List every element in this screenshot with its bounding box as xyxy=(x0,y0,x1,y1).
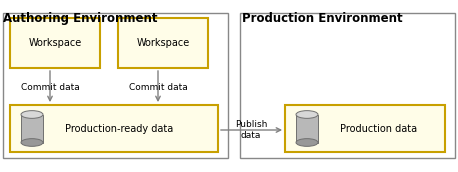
Ellipse shape xyxy=(21,139,43,146)
Bar xyxy=(285,105,445,152)
Bar xyxy=(118,18,208,68)
Text: Workspace: Workspace xyxy=(136,38,190,48)
Bar xyxy=(296,115,318,142)
Text: Production data: Production data xyxy=(340,123,417,133)
Text: Production Environment: Production Environment xyxy=(242,12,403,25)
Text: Commit data: Commit data xyxy=(21,83,79,93)
Text: Production-ready data: Production-ready data xyxy=(65,123,173,133)
Text: Authoring Environment: Authoring Environment xyxy=(3,12,158,25)
Text: Publish
data: Publish data xyxy=(235,120,267,140)
Bar xyxy=(3,13,228,158)
Bar xyxy=(10,105,218,152)
Bar xyxy=(240,13,455,158)
Text: Commit data: Commit data xyxy=(129,83,187,93)
Ellipse shape xyxy=(296,111,318,118)
Ellipse shape xyxy=(21,111,43,118)
Bar xyxy=(21,115,43,142)
Text: Workspace: Workspace xyxy=(28,38,82,48)
Ellipse shape xyxy=(296,139,318,146)
Bar xyxy=(10,18,100,68)
